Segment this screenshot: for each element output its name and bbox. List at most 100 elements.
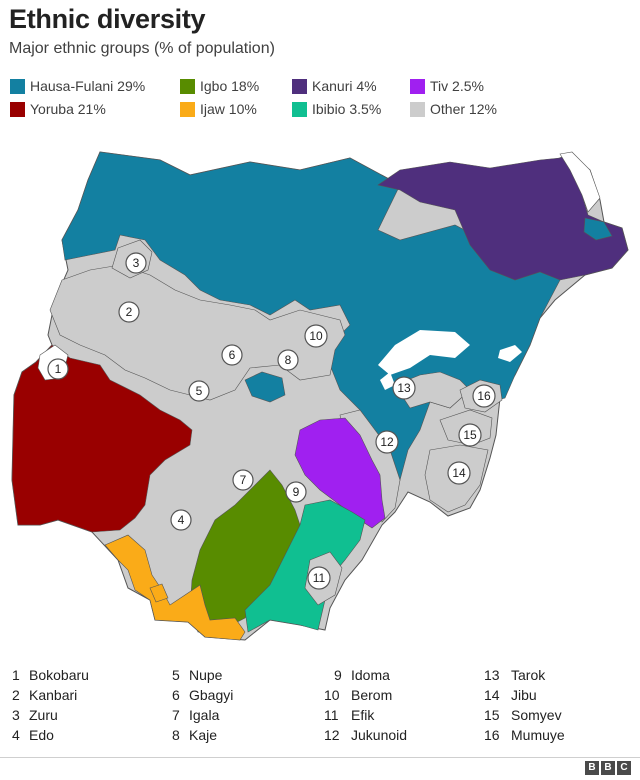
key-name: Jukunoid — [351, 727, 408, 743]
key-item: 16 Mumuye — [484, 727, 565, 743]
lake-chad-area — [559, 151, 601, 213]
key-name: Berom — [351, 687, 393, 703]
legend-label: Kanuri 4% — [312, 78, 377, 94]
key-name: Efik — [351, 707, 375, 723]
map-label-8: 8 — [277, 349, 299, 371]
map-label-6: 6 — [221, 344, 243, 366]
map-label-text: 7 — [240, 473, 247, 487]
footer-divider — [0, 757, 640, 758]
map-label-4: 4 — [170, 509, 192, 531]
key-name: Mumuye — [511, 727, 565, 743]
map-label-text: 11 — [313, 571, 326, 585]
legend-item-other: Other 12% — [410, 101, 497, 117]
legend-swatch — [180, 101, 195, 117]
key-name: Edo — [29, 727, 54, 743]
region-ijaw-west — [149, 583, 169, 603]
bbc-logo: B B C — [585, 761, 631, 775]
map-label-text: 9 — [293, 485, 300, 499]
key-item: 12 Jukunoid — [324, 727, 407, 743]
map-label-text: 15 — [463, 428, 477, 442]
key-name: Kaje — [189, 727, 218, 743]
map-label-text: 2 — [126, 305, 133, 319]
key-number: 15 — [484, 707, 500, 723]
map-label-14: 14 — [447, 461, 471, 485]
map-label-text: 1 — [55, 362, 62, 376]
key-number: 9 — [334, 667, 342, 683]
key-number: 2 — [12, 687, 20, 703]
map-label-text: 4 — [178, 513, 185, 527]
map-label-10: 10 — [304, 324, 328, 348]
map-label-text: 3 — [133, 256, 140, 270]
region-ibibio — [244, 499, 366, 633]
bbc-logo-letter: B — [601, 761, 615, 775]
key-item: 6 Gbagyi — [172, 687, 233, 703]
legend-item-ijaw: Ijaw 10% — [180, 101, 257, 117]
legend-label: Hausa-Fulani 29% — [30, 78, 146, 94]
lake-shape-2 — [425, 335, 448, 352]
legend-item-tiv: Tiv 2.5% — [410, 78, 484, 94]
map-label-5: 5 — [188, 380, 210, 402]
key-item: 8 Kaje — [172, 727, 217, 743]
map-label-11: 11 — [307, 566, 331, 590]
map-label-12: 12 — [375, 430, 399, 454]
chart-title: Ethnic diversity — [9, 4, 206, 34]
key-number: 10 — [324, 687, 340, 703]
lake-shape-4 — [380, 372, 395, 390]
key-number: 5 — [172, 667, 180, 683]
region-other-north — [49, 264, 346, 401]
key-number: 1 — [12, 667, 20, 683]
legend-swatch — [410, 78, 425, 94]
map-label-1: 1 — [47, 358, 69, 380]
key-number: 14 — [484, 687, 500, 703]
key-item: 11 Efik — [324, 707, 374, 723]
key-number: 16 — [484, 727, 500, 743]
key-name: Gbagyi — [189, 687, 234, 703]
key-item: 13 Tarok — [484, 667, 545, 683]
legend-item-yoruba: Yoruba 21% — [10, 101, 106, 117]
legend-swatch — [410, 101, 425, 117]
key-name: Bokobaru — [29, 667, 89, 683]
legend-label: Other 12% — [430, 101, 497, 117]
legend-label: Ijaw 10% — [200, 101, 257, 117]
key-item: 15 Somyev — [484, 707, 562, 723]
key-number: 7 — [172, 707, 180, 723]
key-name: Kanbari — [29, 687, 78, 703]
key-number: 6 — [172, 687, 180, 703]
legend-swatch — [10, 101, 25, 117]
key-name: Igala — [189, 707, 220, 723]
key-item: 14 Jibu — [484, 687, 537, 703]
region-hausa-pocket — [244, 371, 286, 403]
key-item: 4 Edo — [12, 727, 54, 743]
map-label-13: 13 — [392, 376, 416, 400]
key-item: 3 Zuru — [12, 707, 58, 723]
key-item: 1 Bokobaru — [12, 667, 89, 683]
map-label-text: 14 — [452, 466, 466, 480]
map-label-9: 9 — [285, 481, 307, 503]
map-label-15: 15 — [458, 423, 482, 447]
key-name: Tarok — [511, 667, 546, 683]
legend-item-igbo: Igbo 18% — [180, 78, 259, 94]
map-label-3: 3 — [125, 252, 147, 274]
legend-label: Yoruba 21% — [30, 101, 106, 117]
bbc-logo-letter: C — [617, 761, 631, 775]
key-item: 9 Idoma — [334, 667, 390, 683]
legend-label: Tiv 2.5% — [430, 78, 484, 94]
map-label-16: 16 — [472, 384, 496, 408]
legend-label: Ibibio 3.5% — [312, 101, 382, 117]
legend-item-kanuri: Kanuri 4% — [292, 78, 377, 94]
region-tiv — [294, 417, 386, 529]
nigeria-ethnic-map: 1 2 3 4 5 6 7 8 9 10 11 12 13 14 15 16 — [11, 151, 629, 641]
chart-subtitle: Major ethnic groups (% of population) — [9, 40, 275, 57]
legend-label: Igbo 18% — [200, 78, 260, 94]
map-label-7: 7 — [232, 469, 254, 491]
region-kanuri — [377, 153, 629, 281]
key-name: Somyev — [511, 707, 562, 723]
map-label-text: 8 — [285, 353, 292, 367]
key-number: 11 — [324, 707, 339, 723]
map-label-text: 6 — [229, 348, 236, 362]
map-label-text: 13 — [397, 381, 411, 395]
key-item: 10 Berom — [324, 687, 392, 703]
map-label-text: 16 — [477, 389, 491, 403]
key-item: 7 Igala — [172, 707, 219, 723]
map-label-text: 12 — [380, 435, 394, 449]
